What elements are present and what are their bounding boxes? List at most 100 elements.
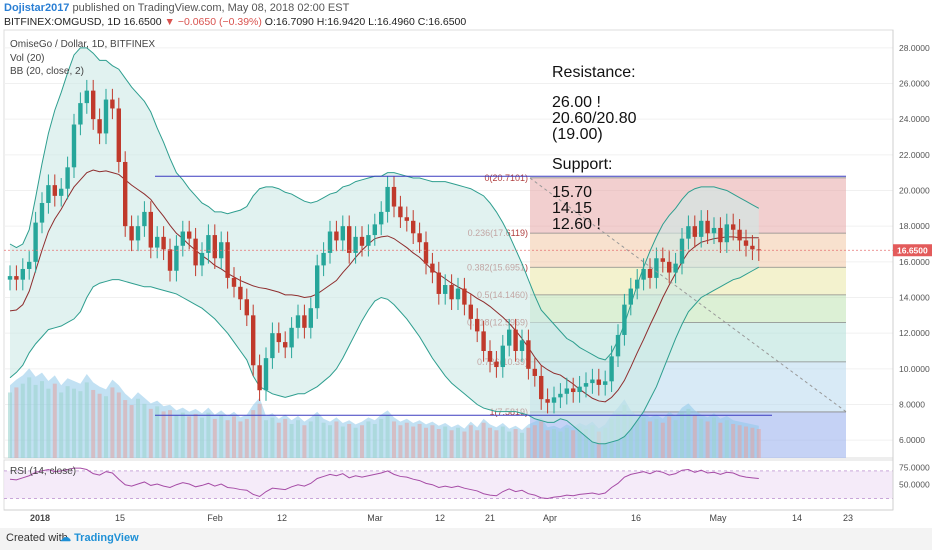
price-tick: 10.0000 xyxy=(899,364,930,374)
volume-bar xyxy=(494,430,499,458)
candle-body xyxy=(737,229,742,241)
volume-bar xyxy=(366,421,371,458)
candle-body xyxy=(103,99,109,134)
volume-bar xyxy=(251,410,256,458)
volume-bar xyxy=(500,426,505,458)
date-tick: Apr xyxy=(543,513,557,523)
candle-body xyxy=(372,224,377,236)
candle-body xyxy=(423,242,429,264)
volume-bar xyxy=(180,412,185,458)
volume-bar xyxy=(385,415,390,458)
volume-bar xyxy=(552,429,556,458)
candle-body xyxy=(33,222,38,262)
volume-bar xyxy=(136,398,140,458)
candle-body xyxy=(443,285,448,294)
volume-bar xyxy=(212,418,217,458)
price-tick: 22.0000 xyxy=(899,150,930,160)
volume-bar xyxy=(481,422,486,458)
support-2: 14.15 xyxy=(552,200,593,217)
candle-body xyxy=(46,185,51,203)
vol-legend: Vol (20) xyxy=(10,53,45,64)
tradingview-logo[interactable]: ☁ TradingView xyxy=(60,531,139,544)
candle-body xyxy=(571,388,576,393)
volume-bar xyxy=(84,382,89,458)
volume-bar xyxy=(257,403,262,458)
price-tick: 12.0000 xyxy=(899,328,930,338)
price-tick: 16.0000 xyxy=(899,257,930,267)
volume-bar xyxy=(756,429,761,458)
resistance-1: 26.00 ! xyxy=(552,94,601,111)
volume-bar xyxy=(110,387,115,458)
volume-bar xyxy=(456,427,460,458)
candle-body xyxy=(750,245,755,250)
date-tick: 15 xyxy=(115,513,125,523)
candle-body xyxy=(622,304,627,335)
volume-bar xyxy=(315,416,320,458)
support-1: 15.70 xyxy=(552,184,593,201)
candle-body xyxy=(225,242,230,278)
date-tick: Feb xyxy=(207,513,223,523)
candle-body xyxy=(635,279,640,289)
volume-bar xyxy=(52,383,57,458)
candle-body xyxy=(391,186,397,207)
candle-body xyxy=(532,368,537,376)
volume-bar xyxy=(724,420,729,458)
price-chart[interactable]: 0(20.7101)0.236(17.6119)0.382(15.6951)0.… xyxy=(0,0,932,528)
candle-body xyxy=(187,231,192,239)
volume-bar xyxy=(379,418,384,458)
candle-body xyxy=(263,358,269,391)
candle-body xyxy=(430,263,435,273)
rsi-legend: RSI (14, close) xyxy=(10,466,77,477)
candle-body xyxy=(711,227,717,234)
rsi-tick: 75.0000 xyxy=(899,462,930,472)
candle-body xyxy=(551,397,557,403)
candle-body xyxy=(718,227,723,243)
candle-body xyxy=(455,288,461,300)
volume-bar xyxy=(680,412,684,458)
volume-bar xyxy=(78,391,83,458)
axes: 28.0000 26.0000 24.0000 22.0000 20.0000 18.00… xyxy=(4,30,932,523)
resistance-3: (19.00) xyxy=(552,126,603,143)
change-text: ▼ −0.0650 (−0.39%) xyxy=(164,16,262,28)
candle-body xyxy=(417,233,422,243)
volume-bar xyxy=(750,427,755,458)
volume-bar xyxy=(360,425,364,458)
candle-body xyxy=(289,327,294,348)
candle-body xyxy=(174,245,179,271)
date-tick: 12 xyxy=(277,513,287,523)
resistance-2: 20.60/20.80 xyxy=(552,110,637,127)
volume-bar xyxy=(577,426,582,458)
candle-body xyxy=(475,318,480,332)
volume-bar xyxy=(449,430,454,458)
candle-body xyxy=(244,299,249,316)
candle-body xyxy=(276,333,281,343)
footer: Created with ☁ TradingView xyxy=(0,528,932,550)
volume-bar xyxy=(411,426,416,458)
bb-basis xyxy=(9,169,759,403)
candle-body xyxy=(449,285,454,300)
candle-body xyxy=(526,340,531,369)
candle-body xyxy=(596,379,601,385)
author-link[interactable]: Dojistar2017 xyxy=(4,2,70,14)
candle-body xyxy=(507,329,512,346)
volume-bar xyxy=(238,421,243,458)
candle-body xyxy=(283,342,288,348)
volume-bar xyxy=(488,427,492,458)
volume-bar xyxy=(436,429,441,458)
volume-bar xyxy=(686,408,691,458)
volume-bar xyxy=(72,388,76,458)
candle-body xyxy=(500,345,505,368)
price-tick: 20.0000 xyxy=(899,186,930,196)
created-with-text: Created with xyxy=(6,532,68,544)
volume-bar xyxy=(155,406,160,458)
price-tick: 28.0000 xyxy=(899,43,930,53)
volume-bar xyxy=(539,421,544,458)
candle-body xyxy=(27,261,32,269)
drawn-lines[interactable] xyxy=(4,175,893,416)
candle-body xyxy=(724,224,729,243)
price-tick: 24.0000 xyxy=(899,114,930,124)
volume-bar xyxy=(443,426,448,458)
candle-body xyxy=(347,226,352,253)
cloud-icon: ☁ xyxy=(60,532,71,544)
candle-body xyxy=(65,167,70,189)
